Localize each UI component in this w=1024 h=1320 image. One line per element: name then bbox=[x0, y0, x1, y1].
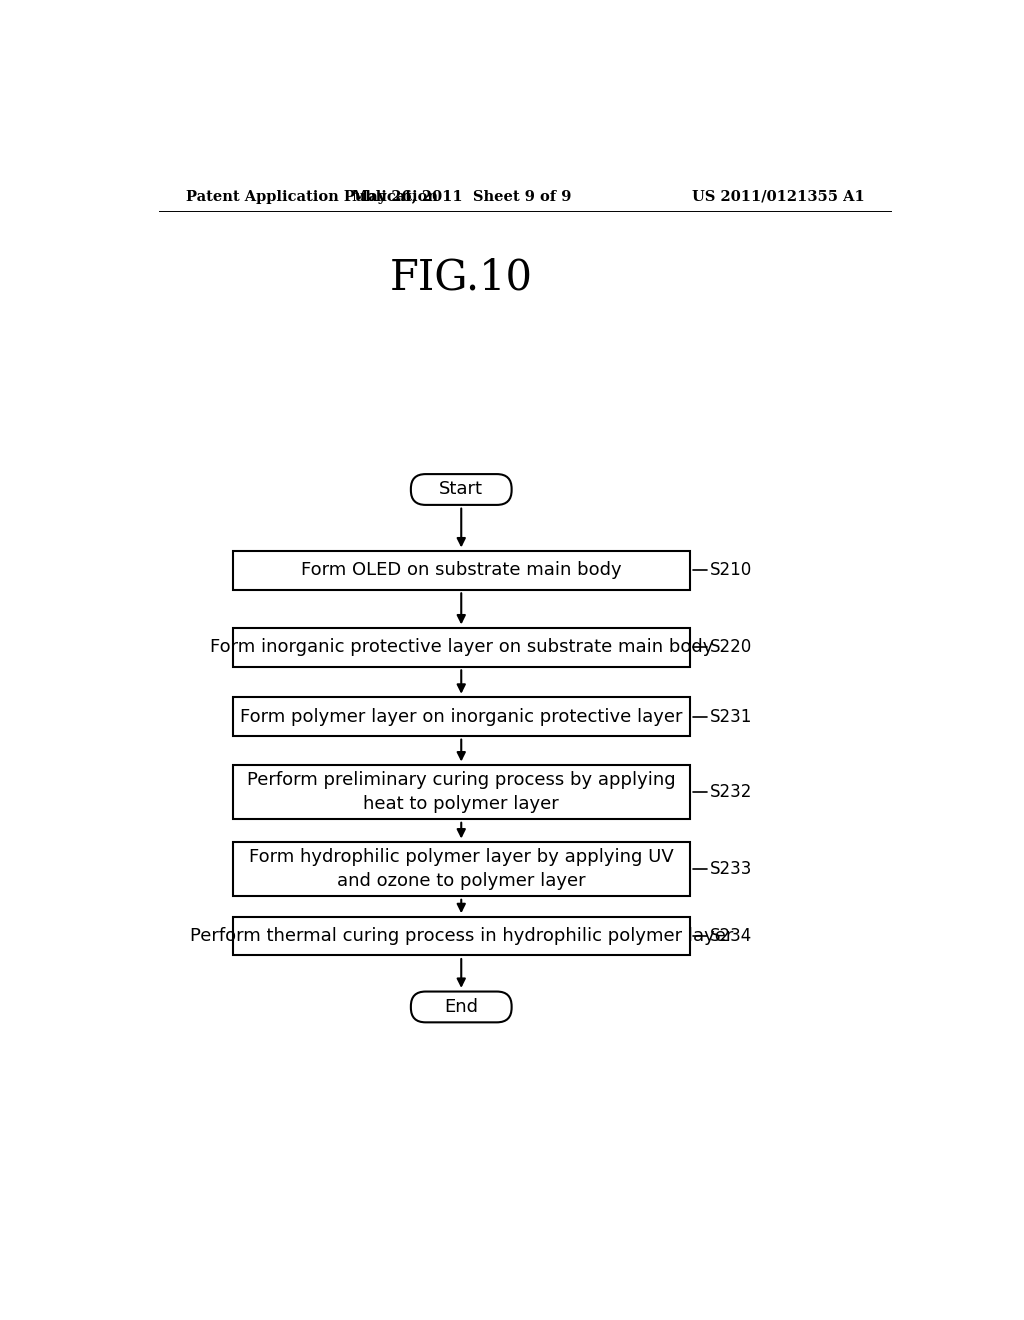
FancyBboxPatch shape bbox=[411, 991, 512, 1022]
FancyBboxPatch shape bbox=[232, 697, 690, 737]
Text: S210: S210 bbox=[710, 561, 753, 579]
Text: S234: S234 bbox=[710, 927, 753, 945]
FancyBboxPatch shape bbox=[232, 917, 690, 956]
Text: S232: S232 bbox=[710, 783, 753, 801]
Text: US 2011/0121355 A1: US 2011/0121355 A1 bbox=[691, 190, 864, 203]
Text: Form inorganic protective layer on substrate main body: Form inorganic protective layer on subst… bbox=[210, 639, 713, 656]
Text: Form hydrophilic polymer layer by applying UV
and ozone to polymer layer: Form hydrophilic polymer layer by applyi… bbox=[249, 849, 674, 890]
Text: May 26, 2011  Sheet 9 of 9: May 26, 2011 Sheet 9 of 9 bbox=[351, 190, 571, 203]
Text: S231: S231 bbox=[710, 708, 753, 726]
Text: Form polymer layer on inorganic protective layer: Form polymer layer on inorganic protecti… bbox=[240, 708, 683, 726]
FancyBboxPatch shape bbox=[232, 552, 690, 590]
FancyBboxPatch shape bbox=[411, 474, 512, 506]
FancyBboxPatch shape bbox=[232, 766, 690, 818]
FancyBboxPatch shape bbox=[232, 628, 690, 667]
Text: Perform preliminary curing process by applying
heat to polymer layer: Perform preliminary curing process by ap… bbox=[247, 771, 676, 813]
Text: Perform thermal curing process in hydrophilic polymer layer: Perform thermal curing process in hydrop… bbox=[189, 927, 733, 945]
Text: Patent Application Publication: Patent Application Publication bbox=[186, 190, 438, 203]
Text: Start: Start bbox=[439, 480, 483, 499]
Text: FIG.10: FIG.10 bbox=[390, 257, 532, 298]
Text: Form OLED on substrate main body: Form OLED on substrate main body bbox=[301, 561, 622, 579]
FancyBboxPatch shape bbox=[232, 842, 690, 896]
Text: End: End bbox=[444, 998, 478, 1016]
Text: S220: S220 bbox=[710, 639, 753, 656]
Text: S233: S233 bbox=[710, 861, 753, 878]
